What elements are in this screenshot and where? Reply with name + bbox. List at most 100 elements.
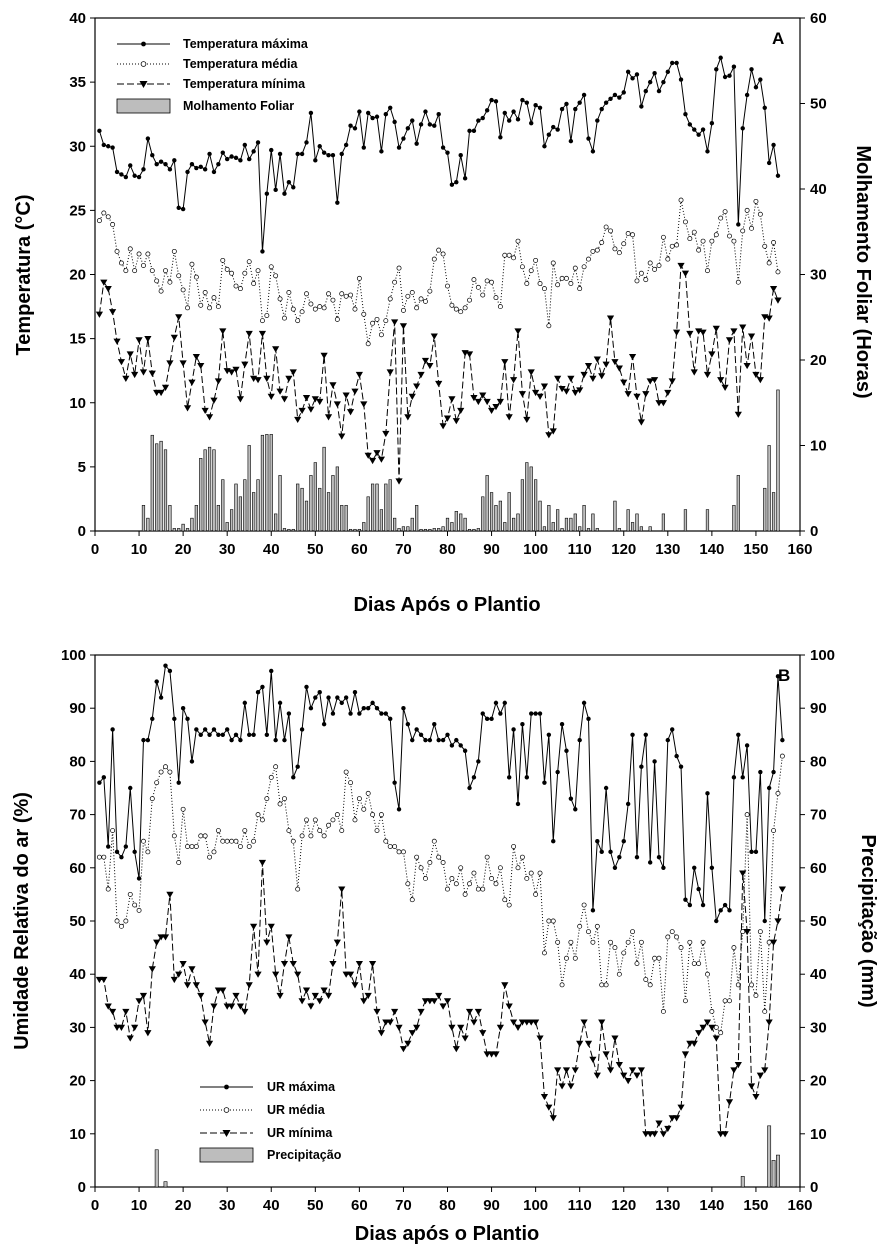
point-b-1 [286,828,292,834]
point-a-0 [207,151,212,157]
point-a-2 [505,414,513,421]
bar-a-3 [181,523,185,532]
point-b-0 [273,737,278,743]
point-b-0 [269,668,274,674]
bar-a-3 [683,509,688,532]
point-a-0 [132,173,137,178]
point-b-0 [216,732,221,737]
point-b-0 [674,753,679,759]
point-b-0 [665,737,671,743]
bar-a-3 [190,517,194,532]
point-a-1 [237,286,243,292]
point-a-1 [528,268,534,274]
point-b-2 [135,998,143,1005]
point-a-0 [167,167,173,172]
point-b-0 [123,844,129,849]
point-a-0 [506,118,512,123]
point-a-2 [311,396,319,403]
bar-a-3 [291,528,295,532]
bar-a-3 [485,475,489,532]
point-a-0 [357,109,362,114]
bar-a-3 [309,475,313,532]
point-b-1 [599,982,605,988]
point-a-0 [696,132,701,137]
point-a-1 [519,264,525,270]
point-a-2 [267,393,275,400]
bar-a-3 [771,492,776,532]
bar-a-3 [194,505,198,532]
point-a-2 [373,450,381,457]
point-a-0 [414,141,419,146]
point-b-2 [593,1072,601,1079]
point-a-2 [532,389,540,397]
point-a-2 [501,359,509,366]
point-b-1 [339,828,345,834]
point-a-2 [650,377,659,384]
point-a-1 [233,283,239,289]
point-b-2 [346,971,355,978]
point-a-0 [282,191,287,196]
point-b-2 [589,1056,597,1063]
point-b-1 [198,833,204,839]
point-b-1 [519,854,525,860]
panel-b-axes: 0 10 20 30 40 50 60 70 80 90 100 110 120 130 140 150 160… [61,647,835,1214]
point-b-2 [699,1024,707,1031]
point-b-0 [295,764,300,769]
point-b-2 [545,1104,553,1111]
point-b-1 [405,881,411,887]
point-b-2 [655,1120,663,1127]
point-a-2 [509,377,518,384]
point-a-0 [251,149,256,154]
bar-a-3 [776,389,780,532]
point-a-2 [236,396,245,403]
bar-a-3 [260,434,265,532]
point-a-1 [374,316,380,322]
point-a-2 [598,373,606,380]
point-a-0 [352,126,358,131]
point-b-2 [320,987,328,994]
point-b-0 [480,711,485,716]
point-b-0 [388,716,393,722]
point-b-1 [400,849,406,855]
point-a-1 [652,266,658,272]
point-b-0 [194,727,199,732]
point-a-1 [638,270,644,276]
x-tick-label: 120 [611,1197,636,1214]
point-b-1 [207,854,213,860]
point-a-2 [368,457,377,465]
x-tick-label: 0 [91,1197,99,1214]
point-b-1 [489,875,495,881]
point-b-1 [577,923,583,929]
point-b-0 [277,700,283,706]
point-a-1 [749,225,754,231]
point-b-0 [370,700,375,706]
x-tick-label: 140 [699,541,724,558]
bar-a-3 [626,509,630,532]
point-a-0 [489,97,494,103]
point-a-2 [100,279,108,286]
bar-a-3 [454,511,458,532]
point-b-0 [423,737,428,743]
y2-tick-label: 70 [810,807,827,824]
point-b-0 [634,854,640,860]
point-a-2 [179,360,187,367]
point-a-1 [396,265,402,271]
bar-a-3 [564,517,569,532]
point-a-1 [541,286,547,292]
point-a-2 [734,411,742,418]
point-b-2 [650,1131,659,1138]
point-a-1 [647,260,653,266]
point-b-2 [474,1008,482,1016]
x-tick-label: 100 [523,1197,548,1214]
point-a-1 [110,222,116,227]
point-b-1 [440,860,446,865]
point-a-1 [555,282,561,288]
point-a-2 [743,362,751,370]
point-b-0 [304,684,309,690]
point-a-2 [417,371,425,379]
point-b-2 [703,1019,712,1026]
point-a-0 [480,115,485,121]
y-tick-label: 70 [69,807,86,824]
y2-tick-label: 60 [810,10,827,27]
point-a-0 [678,77,684,82]
